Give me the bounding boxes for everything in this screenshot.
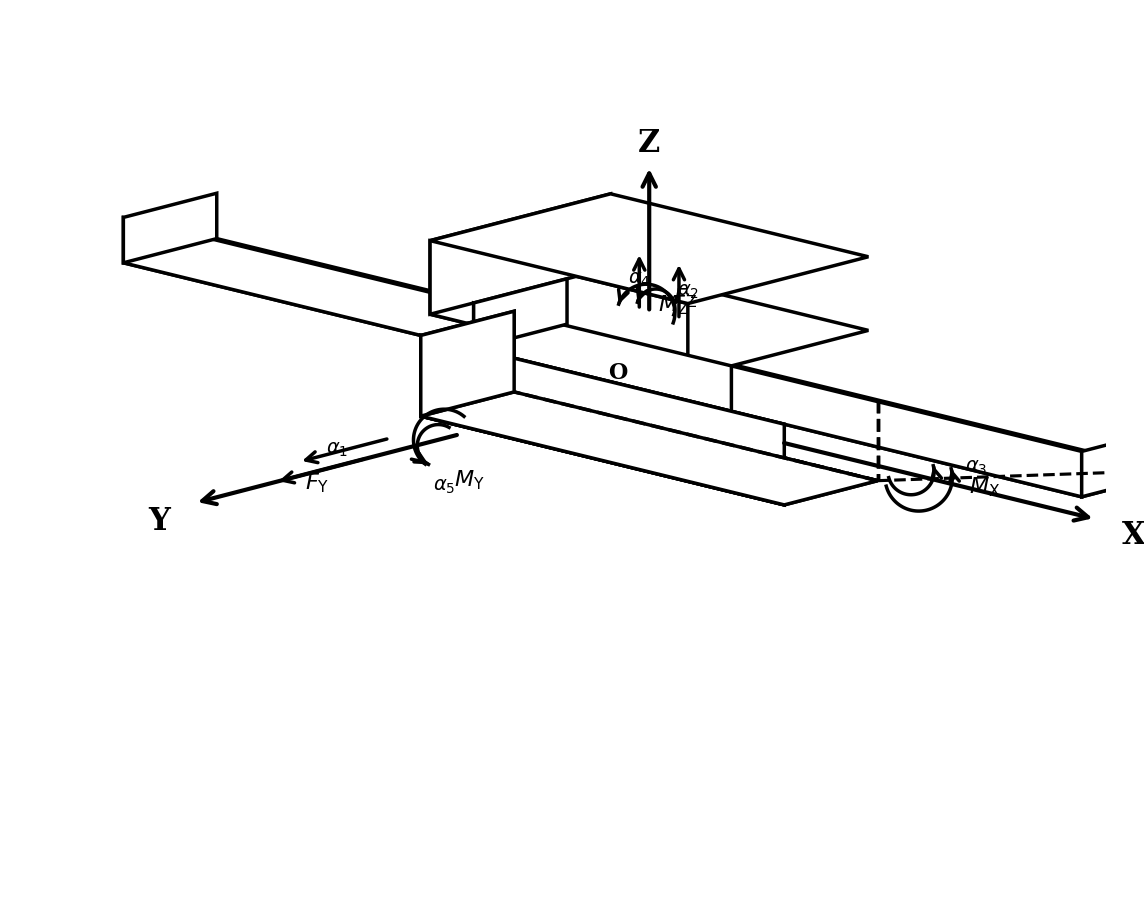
Polygon shape [430,267,868,378]
Text: $M_{\rm Y}$: $M_{\rm Y}$ [454,468,485,492]
Polygon shape [124,239,1144,497]
Polygon shape [421,335,785,505]
Text: X: X [1121,520,1144,552]
Text: $\alpha_1$: $\alpha_1$ [326,440,349,459]
Text: $M_{\rm X}$: $M_{\rm X}$ [969,475,1000,499]
Polygon shape [421,335,785,505]
Polygon shape [430,194,868,303]
Text: Z: Z [638,128,660,160]
Polygon shape [430,194,611,314]
Text: Y: Y [149,506,170,537]
Text: $\alpha_2$: $\alpha_2$ [677,283,699,301]
Polygon shape [124,193,216,263]
Polygon shape [421,311,514,416]
Polygon shape [421,392,877,505]
Text: $\alpha_3$: $\alpha_3$ [964,458,987,477]
Polygon shape [430,240,688,378]
Polygon shape [421,311,514,416]
Text: $F_{\rm Y}$: $F_{\rm Y}$ [304,472,329,495]
Text: $\alpha_5$: $\alpha_5$ [432,476,455,495]
Text: $F_{\rm Z}$: $F_{\rm Z}$ [674,286,698,309]
Polygon shape [124,217,1082,497]
Text: O: O [607,361,627,384]
Polygon shape [474,279,567,348]
Polygon shape [1082,427,1144,497]
Polygon shape [421,392,877,505]
Polygon shape [474,303,731,412]
Text: $\alpha_4$: $\alpha_4$ [628,270,651,289]
Text: $M_{\rm Z}$: $M_{\rm Z}$ [658,293,689,318]
